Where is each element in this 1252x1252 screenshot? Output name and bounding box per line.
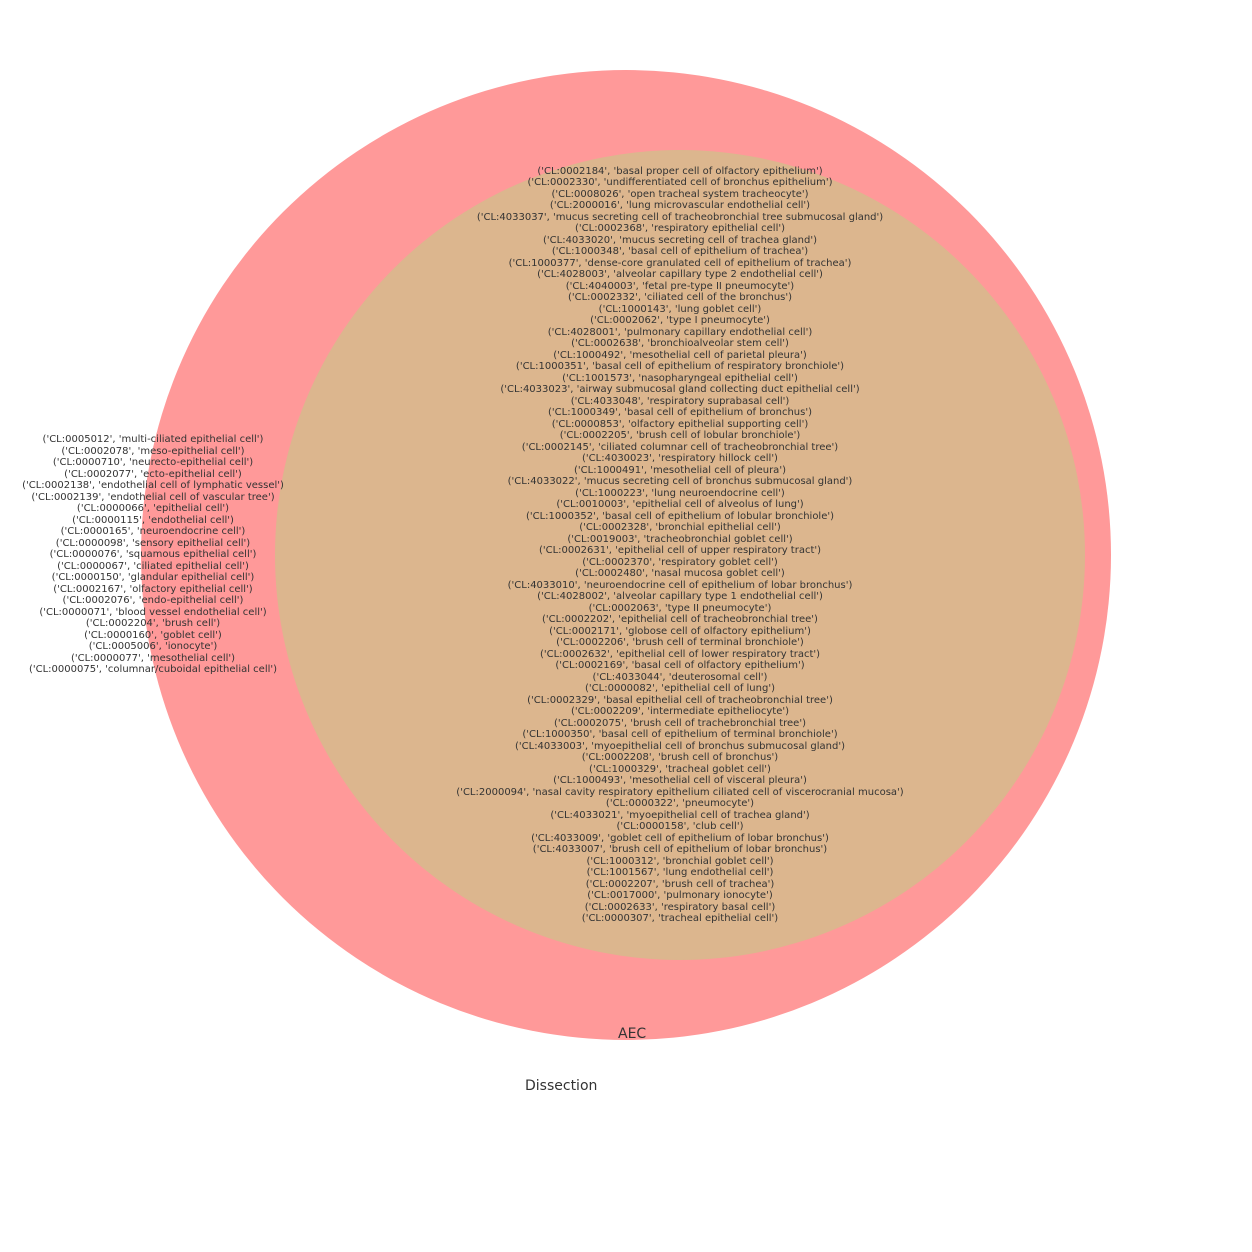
intersection-label-item: ('CL:1000350', 'basal cell of epithelium…	[260, 729, 1100, 741]
intersection-label-item: ('CL:4028003', 'alveolar capillary type …	[260, 269, 1100, 281]
intersection-label-item: ('CL:1000351', 'basal cell of epithelium…	[260, 361, 1100, 373]
intersection-label-item: ('CL:4033010', 'neuroendocrine cell of e…	[260, 580, 1100, 592]
intersection-label-item: ('CL:0002480', 'nasal mucosa goblet cell…	[260, 568, 1100, 580]
intersection-label-item: ('CL:1001573', 'nasopharyngeal epithelia…	[260, 373, 1100, 385]
intersection-label-item: ('CL:0002075', 'brush cell of trachebron…	[260, 718, 1100, 730]
intersection-label-item: ('CL:0017000', 'pulmonary ionocyte')	[260, 890, 1100, 902]
intersection-label-item: ('CL:0002368', 'respiratory epithelial c…	[260, 223, 1100, 235]
intersection-label-item: ('CL:0002145', 'ciliated columnar cell o…	[260, 442, 1100, 454]
intersection-label-item: ('CL:0002209', 'intermediate epitheliocy…	[260, 706, 1100, 718]
intersection-label-item: ('CL:0002633', 'respiratory basal cell')	[260, 902, 1100, 914]
intersection-label-item: ('CL:1000377', 'dense-core granulated ce…	[260, 258, 1100, 270]
intersection-label-item: ('CL:4033003', 'myoepithelial cell of br…	[260, 741, 1100, 753]
intersection-label-item: ('CL:0002208', 'brush cell of bronchus')	[260, 752, 1100, 764]
intersection-label-item: ('CL:1000352', 'basal cell of epithelium…	[260, 511, 1100, 523]
intersection-label-item: ('CL:0002632', 'epithelial cell of lower…	[260, 649, 1100, 661]
intersection-label-item: ('CL:0002184', 'basal proper cell of olf…	[260, 166, 1100, 178]
intersection-label-item: ('CL:0019003', 'tracheobronchial goblet …	[260, 534, 1100, 546]
intersection-label-item: ('CL:0000853', 'olfactory epithelial sup…	[260, 419, 1100, 431]
intersection-label-item: ('CL:0002062', 'type I pneumocyte')	[260, 315, 1100, 327]
intersection-label-item: ('CL:0002205', 'brush cell of lobular br…	[260, 430, 1100, 442]
intersection-label-item: ('CL:0002206', 'brush cell of terminal b…	[260, 637, 1100, 649]
intersection-label-item: ('CL:1000143', 'lung goblet cell')	[260, 304, 1100, 316]
intersection-label-item: ('CL:4033022', 'mucus secreting cell of …	[260, 476, 1100, 488]
intersection-label-item: ('CL:0000158', 'club cell')	[260, 821, 1100, 833]
intersection-label-item: ('CL:4033021', 'myoepithelial cell of tr…	[260, 810, 1100, 822]
intersection-label-item: ('CL:0008026', 'open tracheal system tra…	[260, 189, 1100, 201]
intersection-label-item: ('CL:0002171', 'globose cell of olfactor…	[260, 626, 1100, 638]
intersection-label-item: ('CL:1000348', 'basal cell of epithelium…	[260, 246, 1100, 258]
dissection-label: Dissection	[525, 1078, 597, 1094]
intersection-label-item: ('CL:4033044', 'deuterosomal cell')	[260, 672, 1100, 684]
intersection-label-item: ('CL:4033048', 'respiratory suprabasal c…	[260, 396, 1100, 408]
intersection-label-item: ('CL:0002169', 'basal cell of olfactory …	[260, 660, 1100, 672]
intersection-label-item: ('CL:4028001', 'pulmonary capillary endo…	[260, 327, 1100, 339]
intersection-label-item: ('CL:1000223', 'lung neuroendocrine cell…	[260, 488, 1100, 500]
intersection-label-item: ('CL:4033037', 'mucus secreting cell of …	[260, 212, 1100, 224]
intersection-label-item: ('CL:0002631', 'epithelial cell of upper…	[260, 545, 1100, 557]
intersection-label-item: ('CL:1000329', 'tracheal goblet cell')	[260, 764, 1100, 776]
intersection-label-item: ('CL:4033009', 'goblet cell of epitheliu…	[260, 833, 1100, 845]
intersection-label-item: ('CL:4040003', 'fetal pre-type II pneumo…	[260, 281, 1100, 293]
intersection-label-item: ('CL:1000349', 'basal cell of epithelium…	[260, 407, 1100, 419]
intersection-label-item: ('CL:1000492', 'mesothelial cell of pari…	[260, 350, 1100, 362]
intersection-label-item: ('CL:0000082', 'epithelial cell of lung'…	[260, 683, 1100, 695]
intersection-label-item: ('CL:0002330', 'undifferentiated cell of…	[260, 177, 1100, 189]
intersection-label-item: ('CL:4033023', 'airway submucosal gland …	[260, 384, 1100, 396]
intersection-label-item: ('CL:0002638', 'bronchioalveolar stem ce…	[260, 338, 1100, 350]
intersection-label-item: ('CL:4028002', 'alveolar capillary type …	[260, 591, 1100, 603]
intersection-label-item: ('CL:4033020', 'mucus secreting cell of …	[260, 235, 1100, 247]
intersection-labels: ('CL:0002184', 'basal proper cell of olf…	[260, 166, 1100, 925]
intersection-label-item: ('CL:1001567', 'lung endothelial cell')	[260, 867, 1100, 879]
intersection-label-item: ('CL:0002370', 'respiratory goblet cell'…	[260, 557, 1100, 569]
intersection-label-item: ('CL:2000094', 'nasal cavity respiratory…	[260, 787, 1100, 799]
intersection-label-item: ('CL:0010003', 'epithelial cell of alveo…	[260, 499, 1100, 511]
intersection-label-item: ('CL:4030023', 'respiratory hillock cell…	[260, 453, 1100, 465]
intersection-label-item: ('CL:4033007', 'brush cell of epithelium…	[260, 844, 1100, 856]
intersection-label-item: ('CL:0002207', 'brush cell of trachea')	[260, 879, 1100, 891]
intersection-label-item: ('CL:1000493', 'mesothelial cell of visc…	[260, 775, 1100, 787]
intersection-label-item: ('CL:0000322', 'pneumocyte')	[260, 798, 1100, 810]
intersection-label-item: ('CL:0000307', 'tracheal epithelial cell…	[260, 913, 1100, 925]
aec-label: AEC	[618, 1026, 646, 1042]
intersection-label-item: ('CL:0002063', 'type II pneumocyte')	[260, 603, 1100, 615]
intersection-label-item: ('CL:0002329', 'basal epithelial cell of…	[260, 695, 1100, 707]
intersection-label-item: ('CL:0002332', 'ciliated cell of the bro…	[260, 292, 1100, 304]
intersection-label-item: ('CL:0002202', 'epithelial cell of trach…	[260, 614, 1100, 626]
intersection-label-item: ('CL:0002328', 'bronchial epithelial cel…	[260, 522, 1100, 534]
intersection-label-item: ('CL:1000491', 'mesothelial cell of pleu…	[260, 465, 1100, 477]
intersection-label-item: ('CL:2000016', 'lung microvascular endot…	[260, 200, 1100, 212]
intersection-label-item: ('CL:1000312', 'bronchial goblet cell')	[260, 856, 1100, 868]
